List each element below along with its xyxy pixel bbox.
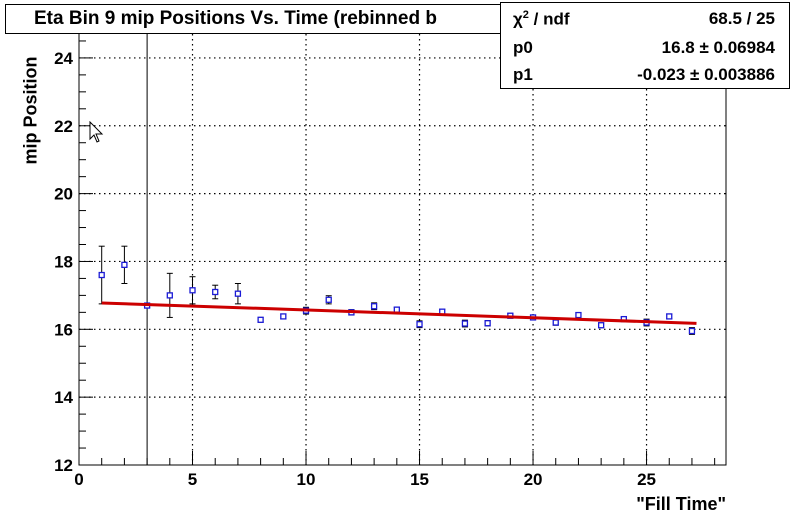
tick-labels: 0 5 10 15 20 25 12 14 16 18 20 22 24 bbox=[54, 49, 656, 489]
data-point bbox=[280, 313, 287, 320]
data-marker bbox=[666, 313, 673, 320]
data-point bbox=[688, 327, 696, 335]
data-marker bbox=[121, 261, 128, 269]
y-tick-label: 12 bbox=[54, 456, 73, 475]
stats-label: p0 bbox=[513, 38, 533, 57]
stats-row-p0: p0 16.8 ± 0.06984 bbox=[501, 34, 789, 62]
x-tick-label: 10 bbox=[297, 470, 316, 489]
x-tick-label: 20 bbox=[524, 470, 543, 489]
y-tick-label: 22 bbox=[54, 117, 73, 136]
chart-title: Eta Bin 9 mip Positions Vs. Time (rebinn… bbox=[5, 4, 510, 34]
data-marker bbox=[484, 320, 491, 327]
data-point bbox=[98, 245, 105, 305]
data-marker bbox=[370, 303, 378, 310]
data-point bbox=[257, 316, 264, 323]
data-marker bbox=[280, 313, 287, 320]
data-marker bbox=[325, 296, 332, 303]
stats-value: 16.8 ± 0.06984 bbox=[661, 38, 775, 57]
data-point bbox=[166, 272, 173, 318]
data-marker bbox=[552, 319, 559, 326]
chart-title-text: Eta Bin 9 mip Positions Vs. Time (rebinn… bbox=[34, 8, 437, 29]
grid-layer bbox=[79, 24, 726, 465]
axis-ticks bbox=[78, 23, 716, 466]
data-marker bbox=[166, 292, 173, 299]
data-point bbox=[121, 245, 128, 285]
data-marker bbox=[416, 321, 423, 328]
data-marker bbox=[393, 306, 400, 313]
x-tick-label: 5 bbox=[188, 470, 197, 489]
x-tick-label: 25 bbox=[637, 470, 656, 489]
data-marker bbox=[212, 288, 219, 296]
fit-line bbox=[101, 301, 697, 325]
data-marker bbox=[597, 322, 605, 329]
x-tick-label: 15 bbox=[410, 470, 429, 489]
y-tick-label: 20 bbox=[54, 185, 73, 204]
plot-frame bbox=[78, 23, 727, 466]
data-point bbox=[416, 320, 423, 329]
data-marker bbox=[189, 287, 196, 294]
data-point bbox=[393, 306, 400, 313]
data-point bbox=[461, 319, 469, 328]
y-tick-label: 24 bbox=[54, 49, 73, 68]
data-marker bbox=[234, 290, 242, 297]
data-point bbox=[575, 311, 582, 319]
data-point bbox=[552, 319, 559, 326]
stats-value: -0.023 ± 0.003886 bbox=[637, 65, 775, 84]
data-marker bbox=[257, 316, 264, 323]
data-marker bbox=[688, 327, 696, 335]
stats-row-p1: p1 -0.023 ± 0.003886 bbox=[501, 61, 789, 89]
data-marker bbox=[461, 320, 469, 327]
data-point bbox=[234, 283, 242, 305]
data-point bbox=[325, 295, 332, 305]
plot-border bbox=[78, 23, 727, 466]
y-axis-title: mip Position bbox=[20, 56, 41, 165]
mouse-cursor-icon bbox=[89, 121, 104, 143]
data-point bbox=[212, 284, 219, 300]
y-tick-label: 16 bbox=[54, 320, 73, 339]
data-point bbox=[484, 319, 491, 327]
fit-stats-box: χ2 / ndf 68.5 / 25 p0 16.8 ± 0.06984 p1 … bbox=[500, 2, 790, 89]
x-axis-title: "Fill Time" bbox=[636, 494, 726, 514]
stats-row-chi2: χ2 / ndf 68.5 / 25 bbox=[501, 5, 789, 33]
x-tick-label: 0 bbox=[74, 470, 83, 489]
stats-value: 68.5 / 25 bbox=[708, 9, 775, 28]
data-point bbox=[597, 322, 605, 329]
data-point bbox=[370, 302, 378, 311]
data-point bbox=[666, 313, 673, 320]
data-marker bbox=[98, 271, 105, 279]
data-point bbox=[189, 276, 196, 305]
y-tick-label: 14 bbox=[54, 388, 73, 407]
stats-label: p1 bbox=[513, 65, 533, 84]
data-marker bbox=[575, 311, 582, 319]
fit-line-layer bbox=[101, 301, 697, 325]
y-tick-label: 18 bbox=[54, 252, 73, 271]
stats-label: χ2 / ndf bbox=[513, 9, 570, 29]
